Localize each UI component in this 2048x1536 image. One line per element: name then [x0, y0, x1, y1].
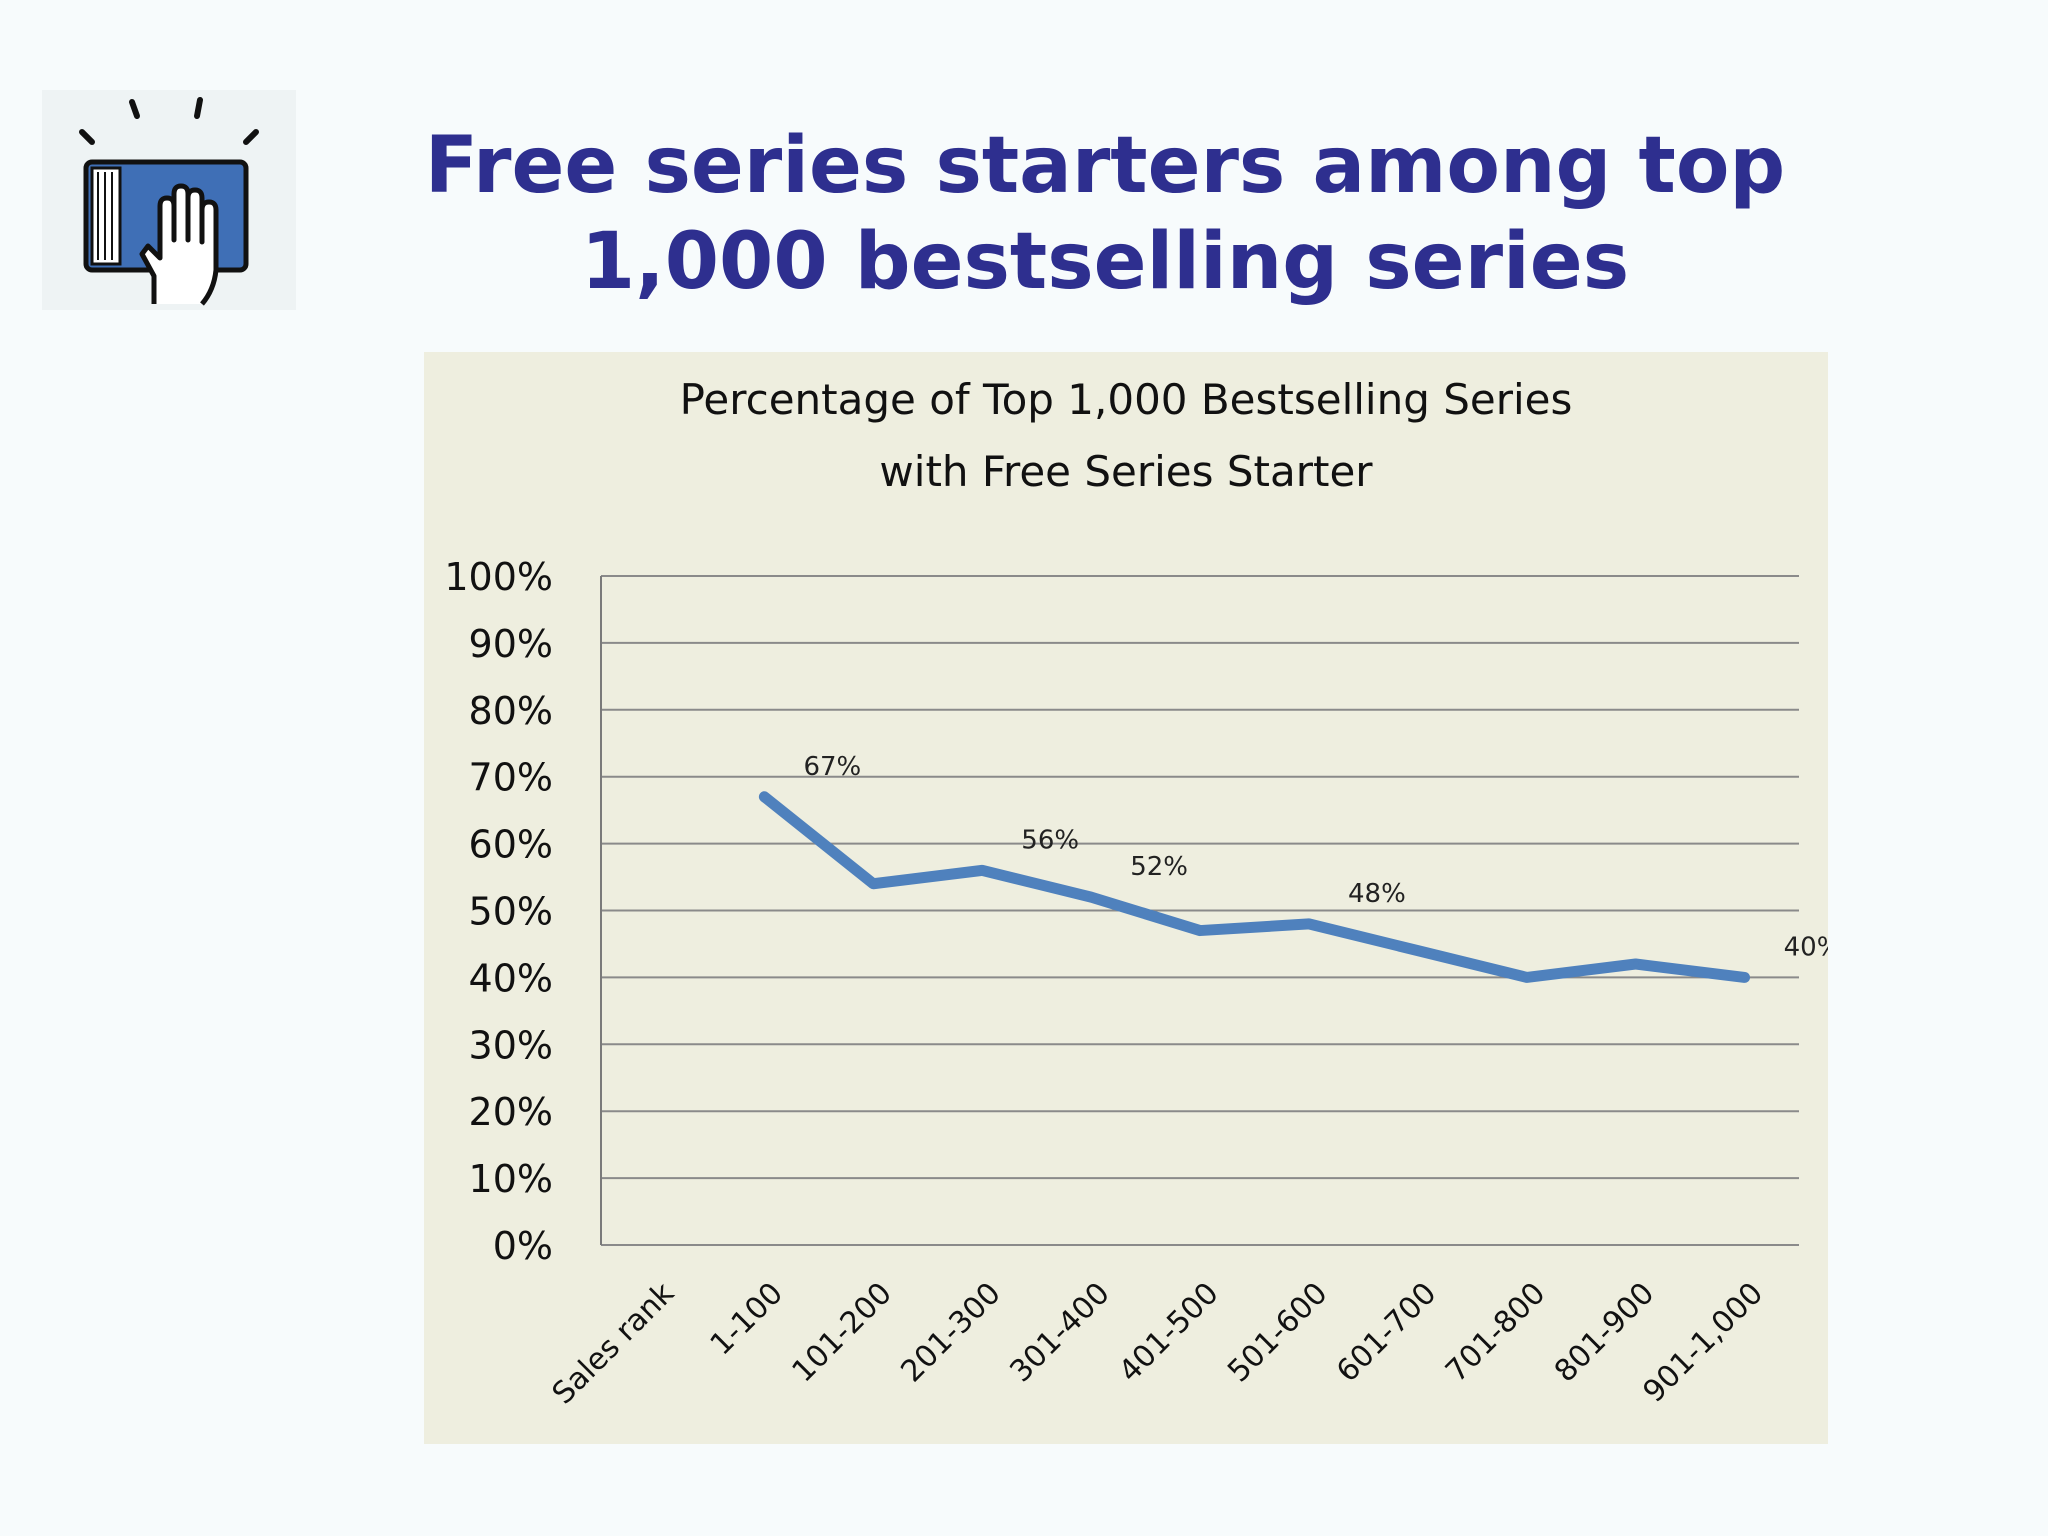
data-point: [1741, 974, 1748, 981]
x-tick-label: 501-600: [1221, 1276, 1334, 1389]
x-tick-label: 801-900: [1548, 1276, 1661, 1389]
y-tick-label: 80%: [469, 689, 553, 733]
data-label-layer: 67% 56% 52% 48% 40%: [803, 752, 1828, 963]
data-point: [1632, 961, 1639, 968]
line-chart: Percentage of Top 1,000 Bestselling Seri…: [444, 375, 1828, 1411]
x-tick-label: 201-300: [894, 1276, 1007, 1389]
series-line: [758, 791, 1751, 983]
x-tick-label: Sales rank: [546, 1275, 682, 1411]
x-tick-label: 101-200: [786, 1276, 899, 1389]
series-layer: [758, 791, 1751, 983]
y-axis-ticks: 0% 10% 20% 30% 40% 50% 60% 70% 80% 90% 100%: [444, 555, 553, 1268]
data-point: [1088, 894, 1095, 901]
x-tick-label: 601-700: [1330, 1276, 1443, 1389]
y-tick-label: 100%: [444, 555, 553, 599]
data-point: [1523, 974, 1530, 981]
data-label: 40%: [1784, 932, 1828, 962]
chart-title-line-1: Percentage of Top 1,000 Bestselling Seri…: [680, 375, 1573, 424]
data-point: [979, 867, 986, 874]
x-tick-label: 301-400: [1003, 1276, 1116, 1389]
y-tick-label: 30%: [469, 1023, 553, 1067]
y-tick-label: 90%: [469, 622, 553, 666]
data-label: 67%: [803, 752, 861, 782]
slide-title-line-1: Free series starters among top: [424, 121, 1786, 211]
y-tick-label: 70%: [469, 756, 553, 800]
data-label: 52%: [1130, 852, 1188, 882]
chart-title-line-2: with Free Series Starter: [879, 447, 1373, 496]
y-tick-label: 20%: [469, 1090, 553, 1134]
x-tick-label: 401-500: [1112, 1276, 1225, 1389]
slide-title: Free series starters among top 1,000 bes…: [330, 118, 1880, 310]
data-point: [870, 880, 877, 887]
x-tick-label: 901-1,000: [1637, 1276, 1771, 1410]
data-point: [1305, 920, 1312, 927]
hand-on-book-icon: [42, 90, 296, 310]
data-label: 56%: [1021, 825, 1079, 855]
y-tick-label: 0%: [493, 1224, 553, 1268]
data-label: 48%: [1348, 879, 1406, 909]
chart-panel: Percentage of Top 1,000 Bestselling Seri…: [424, 352, 1828, 1444]
data-point: [761, 793, 768, 800]
y-tick-label: 10%: [469, 1157, 553, 1201]
x-tick-label: 1-100: [704, 1276, 790, 1362]
x-axis-ticks: Sales rank 1-100101-200201-300301-400401-…: [546, 1275, 1771, 1411]
y-tick-label: 40%: [469, 956, 553, 1000]
data-point: [1197, 927, 1203, 934]
grid-layer: [600, 575, 1799, 1246]
x-tick-label: 701-800: [1439, 1276, 1552, 1389]
data-point: [1414, 947, 1421, 954]
y-tick-label: 60%: [469, 823, 553, 867]
slide-title-line-2: 1,000 bestselling series: [580, 217, 1630, 307]
y-tick-label: 50%: [469, 890, 553, 934]
